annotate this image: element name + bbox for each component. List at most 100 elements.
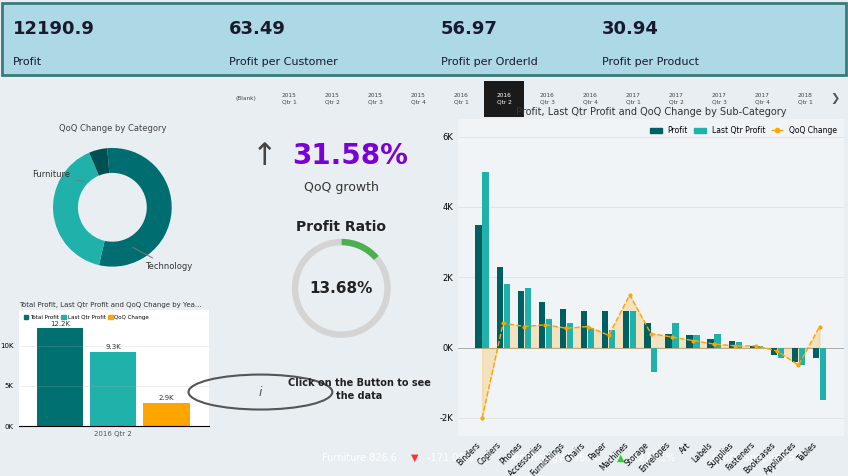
Wedge shape bbox=[292, 239, 391, 338]
Wedge shape bbox=[341, 239, 379, 260]
Bar bbox=[90, 352, 137, 426]
Text: 9.3K: 9.3K bbox=[105, 344, 121, 350]
Bar bbox=[694, 335, 700, 347]
Text: 12.2K: 12.2K bbox=[50, 321, 70, 327]
Text: Furniture: Furniture bbox=[32, 170, 85, 182]
QoQ Change bbox=[561, 326, 572, 331]
Bar bbox=[666, 334, 672, 347]
Text: Profit per OrderId: Profit per OrderId bbox=[441, 57, 538, 67]
Bar bbox=[581, 311, 588, 347]
QoQ Change bbox=[604, 332, 614, 338]
Bar bbox=[566, 323, 573, 347]
Bar bbox=[623, 311, 629, 347]
Text: 2.9K: 2.9K bbox=[159, 396, 174, 401]
Bar bbox=[686, 335, 693, 347]
Bar bbox=[792, 347, 798, 362]
Text: 2016
Qtr 2: 2016 Qtr 2 bbox=[497, 93, 511, 104]
Bar bbox=[483, 172, 488, 347]
Text: Profit per Product: Profit per Product bbox=[602, 57, 699, 67]
Bar bbox=[771, 347, 777, 355]
Text: Office Supplies 5: Office Supplies 5 bbox=[712, 453, 795, 463]
Bar bbox=[750, 346, 756, 347]
Bar bbox=[602, 311, 608, 347]
QoQ Change bbox=[773, 348, 783, 354]
Text: ▲: ▲ bbox=[617, 453, 625, 463]
Text: 2017
Qtr 3: 2017 Qtr 3 bbox=[711, 93, 727, 104]
Text: ❯: ❯ bbox=[830, 93, 840, 104]
Text: 2016
Qtr 1: 2016 Qtr 1 bbox=[454, 93, 468, 104]
Text: QoQ growth: QoQ growth bbox=[304, 180, 379, 194]
Text: (Blank): (Blank) bbox=[236, 96, 257, 101]
Bar bbox=[37, 328, 83, 426]
Text: Technology 5960.0: Technology 5960.0 bbox=[509, 453, 603, 463]
Text: Click on the Button to see
the data: Click on the Button to see the data bbox=[287, 378, 431, 401]
Bar bbox=[476, 225, 482, 347]
Text: Furniture 826.6: Furniture 826.6 bbox=[322, 453, 400, 463]
Bar bbox=[756, 346, 763, 347]
Text: QoQ Change by Category: QoQ Change by Category bbox=[59, 124, 166, 133]
QoQ Change bbox=[519, 324, 529, 329]
Text: 56.97: 56.97 bbox=[441, 20, 498, 38]
QoQ Change bbox=[667, 334, 677, 340]
Bar bbox=[728, 341, 735, 347]
Text: 2015
Qtr 3: 2015 Qtr 3 bbox=[368, 93, 382, 104]
Bar bbox=[630, 311, 636, 347]
QoQ Change bbox=[625, 292, 635, 298]
Text: -171.00%: -171.00% bbox=[424, 453, 483, 463]
Text: Technology: Technology bbox=[132, 247, 192, 271]
Text: i: i bbox=[259, 386, 262, 398]
Text: 12190.9: 12190.9 bbox=[13, 20, 95, 38]
Bar bbox=[813, 347, 819, 358]
Text: ↑: ↑ bbox=[251, 142, 277, 171]
Bar bbox=[497, 267, 503, 347]
Bar bbox=[672, 323, 678, 347]
Text: 31.58%: 31.58% bbox=[292, 142, 408, 170]
Bar bbox=[517, 291, 524, 347]
Bar bbox=[609, 330, 616, 347]
Bar bbox=[799, 347, 805, 365]
Title: Profit, Last Qtr Profit and QoQ Change by Sub-Category: Profit, Last Qtr Profit and QoQ Change b… bbox=[516, 107, 786, 117]
Text: 2017
Qtr 4: 2017 Qtr 4 bbox=[755, 93, 769, 104]
Text: Profit Ratio: Profit Ratio bbox=[296, 220, 387, 234]
QoQ Change bbox=[688, 338, 698, 344]
Text: 13.68%: 13.68% bbox=[310, 281, 373, 296]
Bar bbox=[560, 309, 566, 347]
QoQ Change bbox=[751, 343, 762, 349]
Text: 127.71%: 127.71% bbox=[629, 453, 685, 463]
Text: Total Profit, Last Qtr Profit and QoQ Change by Yea...: Total Profit, Last Qtr Profit and QoQ Ch… bbox=[19, 302, 201, 308]
Text: 30.94: 30.94 bbox=[602, 20, 659, 38]
QoQ Change bbox=[583, 324, 593, 329]
Bar bbox=[707, 339, 714, 347]
Text: 2016
Qtr 3: 2016 Qtr 3 bbox=[539, 93, 555, 104]
Bar bbox=[735, 342, 742, 347]
Bar bbox=[546, 319, 552, 347]
Wedge shape bbox=[99, 148, 171, 267]
Bar bbox=[504, 284, 510, 347]
Bar bbox=[651, 347, 657, 372]
Bar bbox=[588, 328, 594, 347]
Bar bbox=[143, 403, 190, 426]
Text: 2015
Qtr 2: 2015 Qtr 2 bbox=[325, 93, 339, 104]
Wedge shape bbox=[89, 148, 109, 176]
QoQ Change bbox=[477, 415, 488, 421]
Text: 2016
Qtr 4: 2016 Qtr 4 bbox=[583, 93, 598, 104]
Bar bbox=[820, 347, 826, 400]
QoQ Change bbox=[709, 341, 719, 347]
Line: QoQ Change: QoQ Change bbox=[481, 294, 821, 419]
Legend: Profit, Last Qtr Profit, QoQ Change: Profit, Last Qtr Profit, QoQ Change bbox=[647, 123, 840, 138]
Text: Profit per Customer: Profit per Customer bbox=[229, 57, 338, 67]
Text: 2017
Qtr 2: 2017 Qtr 2 bbox=[668, 93, 683, 104]
Text: 2015
Qtr 4: 2015 Qtr 4 bbox=[410, 93, 426, 104]
Text: Profit: Profit bbox=[13, 57, 42, 67]
QoQ Change bbox=[730, 343, 740, 349]
Text: 2018
Qtr 1: 2018 Qtr 1 bbox=[798, 93, 812, 104]
Text: 2017
Qtr 1: 2017 Qtr 1 bbox=[626, 93, 640, 104]
QoQ Change bbox=[814, 324, 824, 329]
Bar bbox=[714, 334, 721, 347]
FancyBboxPatch shape bbox=[2, 3, 846, 75]
FancyBboxPatch shape bbox=[484, 80, 524, 117]
QoQ Change bbox=[498, 320, 508, 326]
Bar bbox=[644, 323, 650, 347]
QoQ Change bbox=[540, 322, 550, 327]
Legend: Total Profit, Last Qtr Profit, QoQ Change: Total Profit, Last Qtr Profit, QoQ Chang… bbox=[21, 313, 151, 322]
